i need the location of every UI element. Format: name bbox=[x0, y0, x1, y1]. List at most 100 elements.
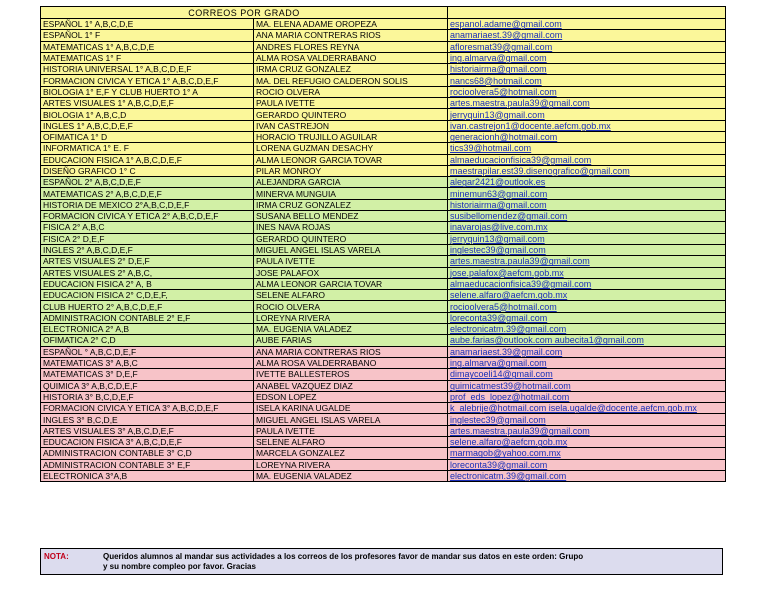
teacher-cell: EDSON LOPEZ bbox=[252, 390, 449, 404]
email-link[interactable]: historiairma@gmail.com bbox=[447, 63, 727, 76]
email-link[interactable]: susibellomendez@gmail.com bbox=[447, 210, 727, 223]
teacher-cell: LORENA GUZMAN DESACHY bbox=[252, 142, 449, 155]
email-link[interactable]: almaeducacionfisica39@gmail.com bbox=[447, 277, 727, 291]
teacher-cell: MIGUEL ANGEL ISLAS VARELA bbox=[252, 413, 449, 426]
email-link[interactable]: alegar2421@outlook.es bbox=[447, 176, 727, 189]
email-link[interactable]: selene.alfaro@aefcm.gob.mx bbox=[447, 435, 727, 449]
table-row: MATEMATICAS 3° A,B,C ALMA ROSA VALDERRABA… bbox=[40, 356, 727, 370]
subject-cell: FISICA 2° A,B,C bbox=[40, 221, 254, 234]
teacher-cell: IRMA CRUZ GONZALEZ bbox=[252, 63, 449, 76]
teacher-cell: ANABEL VAZQUEZ DIAZ bbox=[252, 379, 449, 392]
subject-cell: BIOLOGIA 1° A,B,C,D bbox=[40, 108, 254, 121]
email-link[interactable]: dimaycoeli14@gmail.com bbox=[447, 368, 727, 381]
email-link[interactable]: artes.maestra.paula39@gmail.com bbox=[447, 424, 727, 437]
table-row: FORMACION CIVICA Y ETICA 3° A,B,C,D,E,F I… bbox=[40, 402, 727, 415]
email-link[interactable]: electronicatm.39@gmail.com bbox=[447, 469, 727, 483]
email-link[interactable]: aube.farias@outlook.com aubecita1@gmail.… bbox=[447, 334, 727, 347]
teacher-cell: ROCIO OLVERA bbox=[252, 300, 449, 313]
email-link[interactable]: artes.maestra.paula39@gmail.com bbox=[447, 255, 727, 268]
teacher-cell: ALMA ROSA VALDERRABANO bbox=[252, 51, 449, 65]
table-row: DISEÑO GRAFICO 1° C PILAR MONROY maestrapi… bbox=[40, 164, 727, 178]
teacher-cell: MINERVA MUNGUIA bbox=[252, 187, 449, 200]
email-link[interactable]: maestrapilar.est39.disenografico@gmail.c… bbox=[447, 164, 727, 178]
teacher-cell: SELENE ALFARO bbox=[252, 289, 449, 302]
table-row: ESPAÑOL 1° F ANA MARIA CONTRERAS RIOS anam… bbox=[40, 29, 727, 42]
email-link[interactable]: ing.almarva@gmail.com bbox=[447, 51, 727, 65]
email-link[interactable]: inavarojas@live.com.mx bbox=[447, 221, 727, 234]
teacher-cell: GERARDO QUINTERO bbox=[252, 108, 449, 121]
subject-cell: DISEÑO GRAFICO 1° C bbox=[40, 164, 254, 178]
subject-cell: ADMINISTRACION CONTABLE 3° E,F bbox=[40, 458, 254, 471]
table-row: ARTES VISUALES 2° A,B,C, JOSE PALAFOX jose… bbox=[40, 266, 727, 279]
teacher-cell: ALMA LEONOR GARCIA TOVAR bbox=[252, 277, 449, 291]
teacher-cell: ALEJANDRA GARCIA bbox=[252, 176, 449, 189]
table-row: QUIMICA 3° A,B,C,D,E,F ANABEL VAZQUEZ DIA… bbox=[40, 379, 727, 392]
teacher-cell: MA. EUGENIA VALADEZ bbox=[252, 469, 449, 483]
email-link[interactable]: marmagob@yahoo.com.mx bbox=[447, 447, 727, 460]
table-row: ESPAÑOL 2° A,B,C,D,E,F ALEJANDRA GARCIA al… bbox=[40, 176, 727, 189]
email-link[interactable]: rocioolvera5@hotmail.com bbox=[447, 300, 727, 313]
subject-cell: EDUCACION FISICA 3° A,B,C,D,E,F bbox=[40, 435, 254, 449]
table-row: CLUB HUERTO 2° A,B,C,D,E,F ROCIO OLVERA ro… bbox=[40, 300, 727, 313]
email-link[interactable]: minemun63@gmail.com bbox=[447, 187, 727, 200]
email-link[interactable]: quimicatmest39@hotmail.com bbox=[447, 379, 727, 392]
teacher-cell: ANDRES FLORES REYNA bbox=[252, 40, 449, 53]
email-link[interactable]: espanol.adame@gmail.com bbox=[447, 17, 727, 31]
email-link[interactable]: ing.almarva@gmail.com bbox=[447, 356, 727, 370]
email-link[interactable]: generacionh@hotmail.com bbox=[447, 130, 727, 144]
table-row: MATEMATICAS 1° A,B,C,D,E ANDRES FLORES RE… bbox=[40, 40, 727, 53]
teacher-cell: ALMA LEONOR GARCIA TOVAR bbox=[252, 153, 449, 166]
email-link[interactable]: tics39@hotmail.com bbox=[447, 142, 727, 155]
email-link[interactable]: inglestec39@gmail.com bbox=[447, 413, 727, 426]
table-row: EDUCACION FISICA 3° A,B,C,D,E,F SELENE AL… bbox=[40, 435, 727, 449]
subject-cell: BIOLOGIA 1° E,F Y CLUB HUERTO 1° A bbox=[40, 85, 254, 99]
teacher-cell: ALMA ROSA VALDERRABANO bbox=[252, 356, 449, 370]
teacher-cell: PAULA IVETTE bbox=[252, 255, 449, 268]
subject-cell: HISTORIA UNIVERSAL 1° A,B,C,D,E,F bbox=[40, 63, 254, 76]
email-link[interactable]: afloresmat39@gmail.com bbox=[447, 40, 727, 53]
email-link[interactable]: jerryquin13@gmail.com bbox=[447, 108, 727, 121]
subject-cell: INGLES 2° A,B,C,D,E,F bbox=[40, 243, 254, 257]
header-blank-cell bbox=[447, 6, 727, 19]
table-row: ESPAÑOL ° A,B,C,D,E,F ANA MARIA CONTRERAS… bbox=[40, 345, 727, 358]
subject-cell: HISTORIA DE MEXICO 2°A,B,C,D,E,F bbox=[40, 198, 254, 212]
table-row: ELECTRONICA 2° A,B MA. EUGENIA VALADEZ ele… bbox=[40, 323, 727, 336]
teacher-cell: SELENE ALFARO bbox=[252, 435, 449, 449]
email-link[interactable]: almaeducacionfisica39@gmail.com bbox=[447, 153, 727, 166]
email-link[interactable]: anamariaest.39@gmail.com bbox=[447, 345, 727, 358]
table-row: HISTORIA 3° B,C,D,E,F EDSON LOPEZ prof_eds… bbox=[40, 390, 727, 404]
table-row: INGLES 3° B,C,D,E MIGUEL ANGEL ISLAS VARE… bbox=[40, 413, 727, 426]
email-link[interactable]: selene.alfaro@aefcm.gob.mx bbox=[447, 289, 727, 302]
email-link[interactable]: ivan.castrejon1@docente.aefcm.gob.mx bbox=[447, 119, 727, 132]
email-link[interactable]: jerryquin13@gmail.com bbox=[447, 232, 727, 245]
email-link[interactable]: anamariaest.39@gmail.com bbox=[447, 29, 727, 42]
email-link[interactable]: jose.palafox@aefcm.gob.mx bbox=[447, 266, 727, 279]
email-link[interactable]: loreconta39@gmail.com bbox=[447, 458, 727, 471]
subject-cell: ARTES VISUALES 2° D,E,F bbox=[40, 255, 254, 268]
teacher-cell: MA. ELENA ADAME OROPEZA bbox=[252, 17, 449, 31]
email-link[interactable]: nancs68@hotmail.com bbox=[447, 74, 727, 87]
teacher-cell: LOREYNA RIVERA bbox=[252, 311, 449, 325]
email-link[interactable]: inglestec39@gmail.com bbox=[447, 243, 727, 257]
teacher-cell: PAULA IVETTE bbox=[252, 424, 449, 437]
email-link[interactable]: electronicatm.39@gmail.com bbox=[447, 323, 727, 336]
subject-cell: ARTES VISUALES 1° A,B,C,D,E,F bbox=[40, 97, 254, 110]
note-label: NOTA: bbox=[44, 552, 69, 561]
subject-cell: ESPAÑOL 1° A,B,C,D,E bbox=[40, 17, 254, 31]
email-link[interactable]: artes.maestra.paula39@gmail.com bbox=[447, 97, 727, 110]
email-link[interactable]: loreconta39@gmail.com bbox=[447, 311, 727, 325]
table-row: HISTORIA DE MEXICO 2°A,B,C,D,E,F IRMA CRU… bbox=[40, 198, 727, 212]
email-link[interactable]: prof_eds_lopez@hotmail.com bbox=[447, 390, 727, 404]
teacher-cell: HORACIO TRUJILLO AGUILAR bbox=[252, 130, 449, 144]
email-link[interactable]: rocioolvera5@hotmail.com bbox=[447, 85, 727, 99]
subject-cell: INGLES 3° B,C,D,E bbox=[40, 413, 254, 426]
teacher-cell: IRMA CRUZ GONZALEZ bbox=[252, 198, 449, 212]
teacher-cell: ROCIO OLVERA bbox=[252, 85, 449, 99]
email-link[interactable]: historiairma@gmail.com bbox=[447, 198, 727, 212]
subject-cell: OFIMATICA 2° C,D bbox=[40, 334, 254, 347]
table-row: FISICA 2° A,B,C INES NAVA ROJAS inavarojas… bbox=[40, 221, 727, 234]
email-link[interactable]: k_alebrije@hotmail.com isela.ugalde@doce… bbox=[447, 402, 727, 415]
table-row: INFORMATICA 1° E. F LORENA GUZMAN DESACHY… bbox=[40, 142, 727, 155]
subject-cell: FORMACION CIVICA Y ETICA 1° A,B,C,D,E,F bbox=[40, 74, 254, 87]
teacher-cell: GERARDO QUINTERO bbox=[252, 232, 449, 245]
